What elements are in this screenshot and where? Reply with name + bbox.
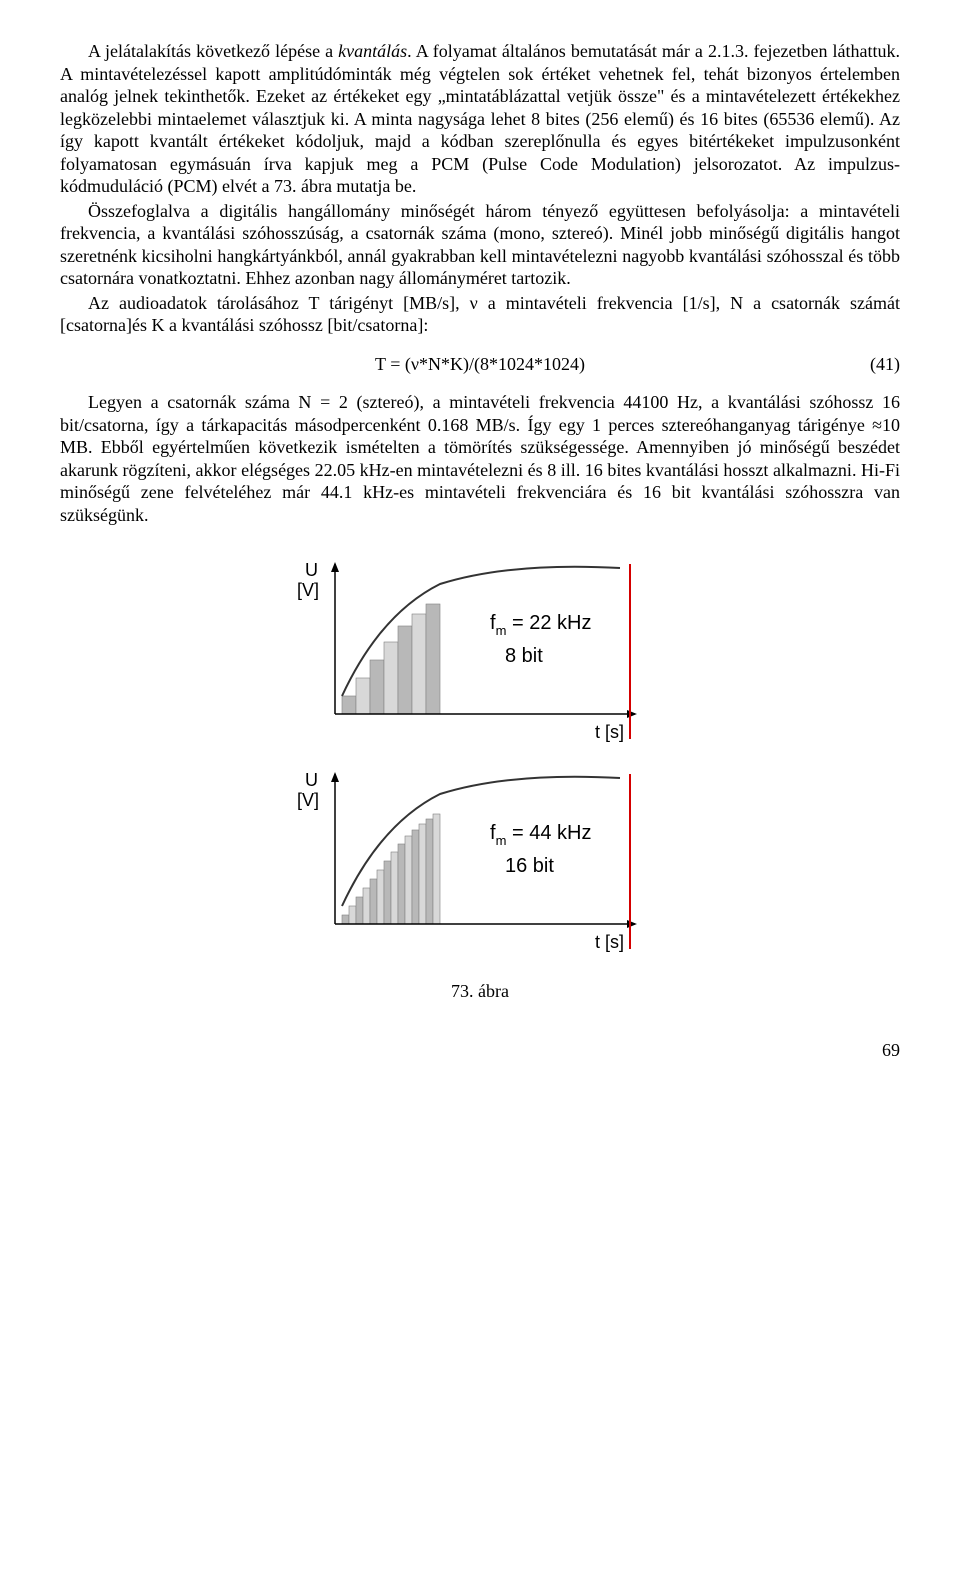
formula-number: (41) (870, 353, 900, 376)
figure-caption: 73. ábra (60, 980, 900, 1003)
svg-text:t [s]: t [s] (595, 932, 624, 952)
svg-text:U: U (305, 560, 318, 580)
paragraph-example: Legyen a csatornák száma N = 2 (sztereó)… (60, 391, 900, 526)
svg-text:fm = 44 kHz: fm = 44 kHz (490, 822, 591, 848)
page-number: 69 (60, 1039, 900, 1062)
svg-text:[V]: [V] (297, 790, 319, 810)
svg-text:fm = 22 kHz: fm = 22 kHz (490, 612, 591, 638)
figure-73: U[V]t [s]fm = 22 kHz8 bitU[V]t [s]fm = 4… (60, 554, 900, 1003)
svg-text:16 bit: 16 bit (505, 855, 554, 877)
svg-text:8 bit: 8 bit (505, 645, 543, 667)
formula-expression: T = (ν*N*K)/(8*1024*1024) (375, 354, 585, 374)
paragraph-quantization: A jelátalakítás következő lépése a kvant… (60, 40, 900, 198)
text: . A folyamat általános bemutatását már a… (60, 41, 900, 196)
svg-text:[V]: [V] (297, 580, 319, 600)
paragraph-summary: Összefoglalva a digitális hangállomány m… (60, 200, 900, 290)
paragraph-audio-storage: Az audioadatok tárolásához T tárigényt [… (60, 292, 900, 337)
svg-text:U: U (305, 770, 318, 790)
svg-text:t [s]: t [s] (595, 722, 624, 742)
term-kvantalas: kvantálás (338, 41, 407, 61)
text: A jelátalakítás következő lépése a (88, 41, 338, 61)
formula-block: T = (ν*N*K)/(8*1024*1024) (41) (60, 353, 900, 376)
quantization-diagram: U[V]t [s]fm = 22 kHz8 bitU[V]t [s]fm = 4… (280, 554, 680, 974)
